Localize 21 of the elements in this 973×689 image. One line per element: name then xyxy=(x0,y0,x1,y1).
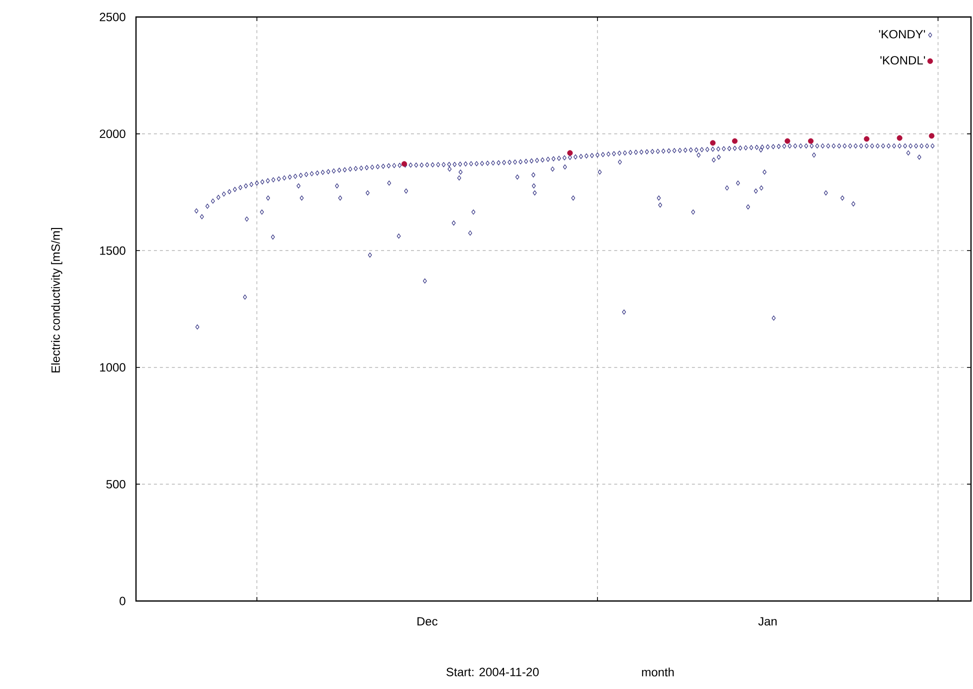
point xyxy=(784,138,790,144)
legend-label: 'KONDY' xyxy=(879,30,925,38)
point xyxy=(567,150,573,156)
y-tick-label: 1500 xyxy=(100,246,126,255)
y-tick-label: 1000 xyxy=(100,363,126,372)
point xyxy=(710,140,716,146)
y-axis-title: Electric conductivity [mS/m] xyxy=(51,228,62,372)
y-tick-label: 0 xyxy=(120,596,126,606)
legend-label: 'KONDL' xyxy=(880,56,925,65)
y-tick-label: 2000 xyxy=(100,130,126,138)
x-tick-label: Dec xyxy=(418,617,438,626)
x-tick-label: Jan xyxy=(758,617,777,626)
point xyxy=(864,136,870,142)
y-tick-label: 2500 xyxy=(100,12,126,22)
point xyxy=(808,138,814,144)
point xyxy=(896,135,902,141)
point xyxy=(732,138,738,144)
y-tick-label: 500 xyxy=(106,480,126,488)
text: month xyxy=(642,668,674,676)
x-axis-title: Start: 2004-11-20 xyxy=(446,668,539,676)
point xyxy=(928,133,934,139)
